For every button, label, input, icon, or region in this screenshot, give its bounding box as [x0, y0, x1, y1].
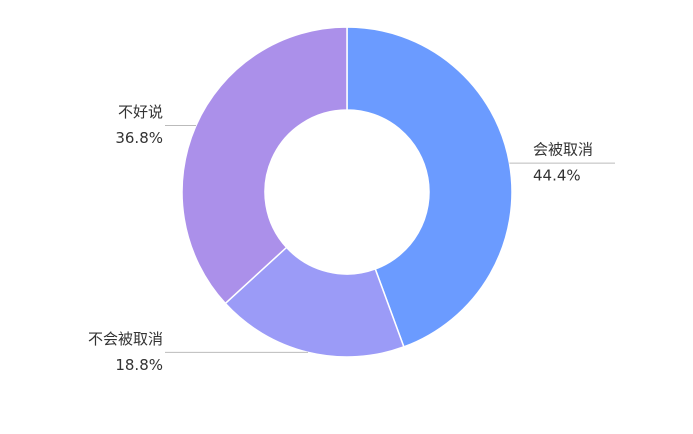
- slice-label: 会被取消: [533, 141, 593, 159]
- slice-label: 不好说: [118, 103, 163, 121]
- slice-value-label: 18.8%: [115, 356, 163, 374]
- donut-slice: [181, 26, 348, 305]
- slice-value-label: 36.8%: [115, 129, 163, 147]
- donut-slice: [346, 26, 513, 348]
- slice-value-label: 44.4%: [533, 167, 581, 185]
- slice-label: 不会被取消: [88, 330, 163, 348]
- donut-slice: [224, 246, 405, 358]
